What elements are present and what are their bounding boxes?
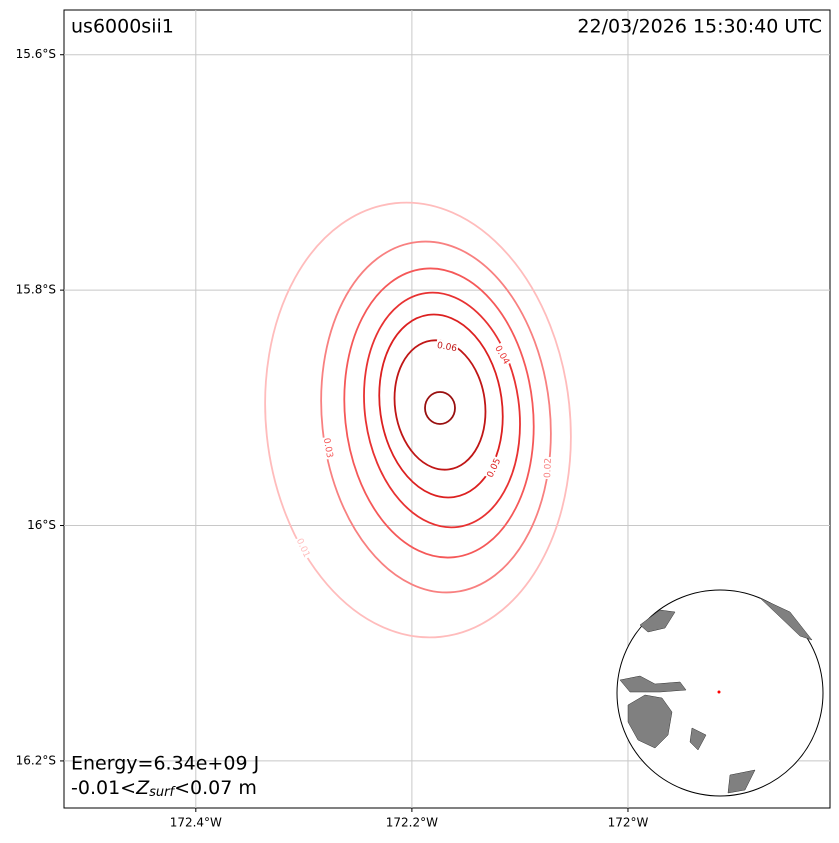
contour-label: 0.03 bbox=[321, 437, 334, 458]
range-label: -0.01<Zsurf<0.07 m bbox=[71, 777, 257, 800]
contour-line bbox=[378, 313, 504, 499]
timestamp: 22/03/2026 15:30:40 UTC bbox=[577, 16, 822, 38]
land bbox=[619, 675, 687, 693]
land bbox=[639, 609, 676, 633]
plot-frame bbox=[63, 9, 831, 809]
energy: Energy=6.34e+09 J bbox=[71, 753, 259, 775]
y-tick-label: 15.6°S bbox=[16, 47, 56, 61]
contour-label: 0.02 bbox=[543, 458, 554, 478]
contour-line bbox=[320, 240, 552, 594]
y-tick-label: 16°S bbox=[27, 518, 56, 532]
contours: 0.010.020.030.040.050.06 bbox=[264, 201, 572, 639]
contour-label-bg bbox=[320, 436, 336, 460]
y-tick-label: 15.8°S bbox=[16, 283, 56, 297]
contour-line bbox=[393, 339, 487, 471]
y-tick-label: 16.2°S bbox=[16, 753, 56, 767]
land bbox=[727, 769, 756, 794]
x-tick-label: 172.4°W bbox=[170, 816, 222, 830]
land bbox=[759, 597, 813, 641]
x-tick-label: 172.2°W bbox=[386, 816, 438, 830]
contour-line bbox=[264, 201, 572, 639]
event-id: us6000sii1 bbox=[71, 16, 174, 38]
contour-line bbox=[363, 291, 521, 529]
contour-label: 0.06 bbox=[436, 341, 458, 354]
epicenter bbox=[717, 690, 721, 694]
x-tick-label: 172°W bbox=[608, 816, 649, 830]
contour-label: 0.05 bbox=[486, 457, 504, 479]
contour-label: 0.01 bbox=[294, 537, 312, 559]
contour-label-bg bbox=[491, 342, 513, 368]
land bbox=[689, 727, 707, 751]
contour-line bbox=[343, 267, 535, 559]
contour-label-bg bbox=[483, 455, 505, 481]
land bbox=[627, 694, 673, 749]
contour-label-bg bbox=[435, 339, 459, 355]
contour-line bbox=[424, 391, 456, 425]
contour-label-bg bbox=[541, 456, 555, 480]
contour-label-bg bbox=[292, 535, 314, 561]
inset-globe bbox=[616, 589, 824, 797]
